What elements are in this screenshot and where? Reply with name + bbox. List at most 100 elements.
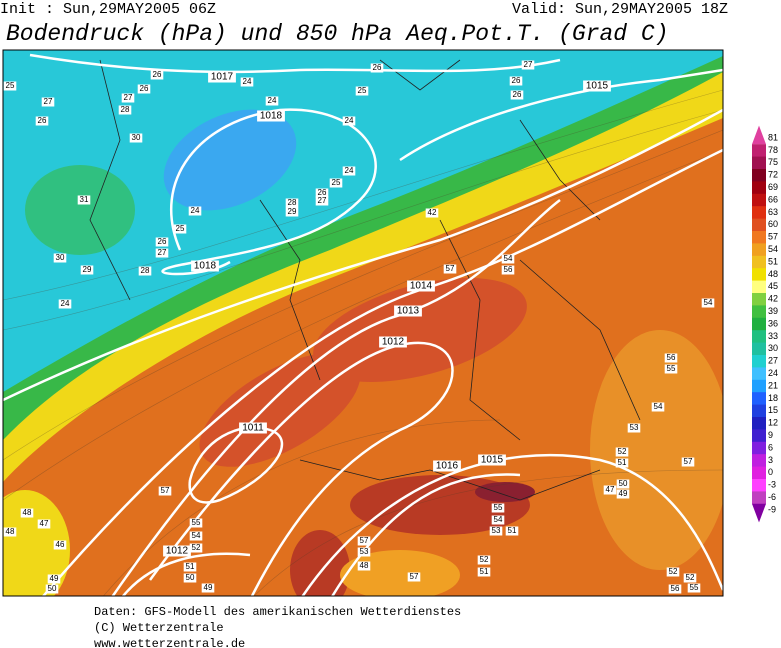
isobar-label-box (583, 80, 611, 92)
colorbar-swatch (752, 466, 766, 480)
field-label-box (329, 178, 343, 188)
field-label-box (489, 526, 503, 536)
field-label: 52 (669, 567, 678, 576)
colorbar-label: 21 (768, 380, 778, 390)
field-label: 25 (358, 86, 367, 95)
colorbar-swatch (752, 206, 766, 220)
field-label-box (477, 555, 491, 565)
field-label-box (491, 503, 505, 513)
colorbar-label: 18 (768, 393, 778, 403)
colorbar-label: -6 (768, 492, 776, 502)
field-label-box (240, 77, 254, 87)
colorbar-swatch (752, 379, 766, 393)
isobar-labels: 1017 1018 1015 1018 1014 1013 1012 1011 1015 1016… (163, 71, 611, 557)
footer-line: www.wetterzentrale.de (94, 637, 245, 648)
colorbar-label: 69 (768, 182, 778, 192)
field-label-box (80, 265, 94, 275)
colorbar-swatch (752, 392, 766, 406)
field-label: 55 (494, 503, 503, 512)
isobar-label: 1013 (397, 306, 420, 317)
colorbar-label: 48 (768, 269, 778, 279)
map-title: Bodendruck (hPa) und 850 hPa Aeq.Pot.T. … (6, 21, 669, 47)
field-label: 28 (121, 105, 130, 114)
colorbar: 8178757269666360575451484542393633302724… (752, 125, 778, 523)
field-label: 55 (667, 364, 676, 373)
field-label: 29 (83, 265, 92, 274)
field-label: 24 (268, 96, 277, 105)
field-label-box (285, 207, 299, 217)
field-label: 47 (606, 485, 615, 494)
field-label-box (315, 196, 329, 206)
field-label-box (357, 547, 371, 557)
isobar-label-box (394, 305, 422, 317)
field-label-box (138, 266, 152, 276)
field-label-box (3, 527, 17, 537)
colorbar-swatch (752, 268, 766, 282)
field-label: 56 (504, 265, 513, 274)
field-label: 56 (671, 584, 680, 593)
colorbar-label: 63 (768, 207, 778, 217)
field-label-box (183, 573, 197, 583)
field-label-box (666, 567, 680, 577)
colorbar-label: 51 (768, 256, 778, 266)
field-label: 27 (124, 93, 133, 102)
field-label: 57 (684, 457, 693, 466)
field-label-box (53, 540, 67, 550)
field-label-box (37, 519, 51, 529)
field-label: 53 (630, 423, 639, 432)
field-label-box (615, 447, 629, 457)
field-label: 51 (508, 526, 517, 535)
isobar-label: 1018 (260, 111, 283, 122)
field-label: 26 (38, 116, 47, 125)
field-label: 57 (161, 486, 170, 495)
colorbar-swatch (752, 218, 766, 232)
field-label-box (357, 561, 371, 571)
field-label-box (664, 364, 678, 374)
field-label-box (183, 562, 197, 572)
field-label: 56 (667, 353, 676, 362)
field-label: 25 (332, 178, 341, 187)
field-label: 27 (524, 60, 533, 69)
colorbar-swatch (752, 125, 766, 145)
field-label: 57 (410, 572, 419, 581)
colorbar-swatch (752, 293, 766, 306)
field-label-box (505, 526, 519, 536)
field-label: 52 (480, 555, 489, 564)
field-label-box (687, 583, 701, 593)
field-label-box (20, 508, 34, 518)
colorbar-swatch (752, 280, 766, 294)
field-label-box (615, 458, 629, 468)
colorbar-swatch (752, 193, 766, 207)
field-label-box (477, 567, 491, 577)
colorbar-swatch (752, 169, 766, 182)
colorbar-swatch (752, 255, 766, 269)
colorbar-swatch (752, 355, 766, 368)
colorbar-swatch (752, 156, 766, 170)
field-label-box (3, 81, 17, 91)
isobar-label-box (379, 336, 407, 348)
field-label: 49 (204, 583, 213, 592)
colorbar-label: 3 (768, 455, 773, 465)
field-label-box (150, 70, 164, 80)
field-label-box (189, 531, 203, 541)
colorbar-label: 27 (768, 356, 778, 366)
colorbar-swatch (752, 342, 766, 356)
field-label-box (651, 402, 665, 412)
field-label-box (407, 572, 421, 582)
colorbar-swatch (752, 441, 766, 455)
field-label: 55 (192, 518, 201, 527)
field-label-box (616, 479, 630, 489)
field-label: 26 (158, 237, 167, 246)
colorbar-label: 0 (768, 467, 773, 477)
field-label: 54 (494, 515, 503, 524)
field-label-box (509, 76, 523, 86)
field-label-box (681, 457, 695, 467)
field-label-box (425, 208, 439, 218)
colorbar-swatch (752, 404, 766, 418)
field-label-box (265, 96, 279, 106)
field-label-box (501, 254, 515, 264)
field-label-box (627, 423, 641, 433)
colorbar-label: -3 (768, 480, 776, 490)
field-label-box (45, 584, 59, 594)
